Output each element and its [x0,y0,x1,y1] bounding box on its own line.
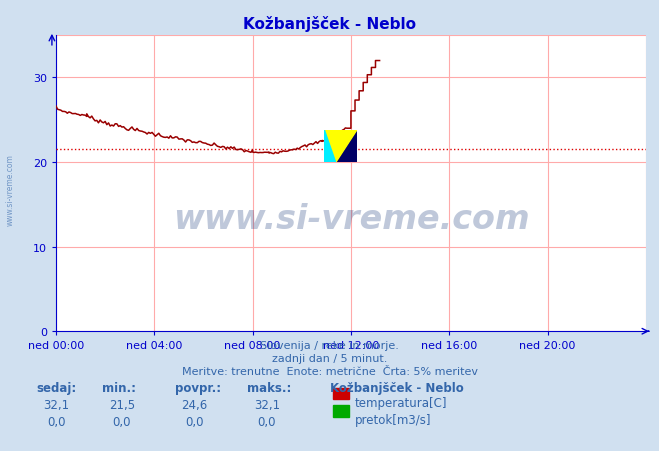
Text: 32,1: 32,1 [254,398,280,411]
Text: www.si-vreme.com: www.si-vreme.com [5,153,14,226]
Polygon shape [324,131,357,163]
Text: min.:: min.: [102,381,136,394]
Polygon shape [335,131,357,163]
Text: 21,5: 21,5 [109,398,135,411]
Text: 24,6: 24,6 [181,398,208,411]
Text: maks.:: maks.: [247,381,291,394]
Text: 0,0: 0,0 [185,415,204,428]
Text: zadnji dan / 5 minut.: zadnji dan / 5 minut. [272,353,387,363]
Text: sedaj:: sedaj: [36,381,76,394]
Text: Meritve: trenutne  Enote: metrične  Črta: 5% meritev: Meritve: trenutne Enote: metrične Črta: … [181,366,478,376]
Text: Slovenija / reke in morje.: Slovenija / reke in morje. [260,341,399,350]
Text: 0,0: 0,0 [47,415,65,428]
Text: povpr.:: povpr.: [175,381,221,394]
Text: temperatura[C]: temperatura[C] [355,396,447,409]
Text: 0,0: 0,0 [113,415,131,428]
Text: Kožbanjšček - Neblo: Kožbanjšček - Neblo [330,381,463,394]
Text: Kožbanjšček - Neblo: Kožbanjšček - Neblo [243,16,416,32]
Polygon shape [324,131,335,163]
Text: pretok[m3/s]: pretok[m3/s] [355,413,431,426]
Text: 32,1: 32,1 [43,398,69,411]
Text: www.si-vreme.com: www.si-vreme.com [173,203,529,236]
Text: 0,0: 0,0 [258,415,276,428]
Polygon shape [324,131,357,163]
Polygon shape [324,131,357,163]
